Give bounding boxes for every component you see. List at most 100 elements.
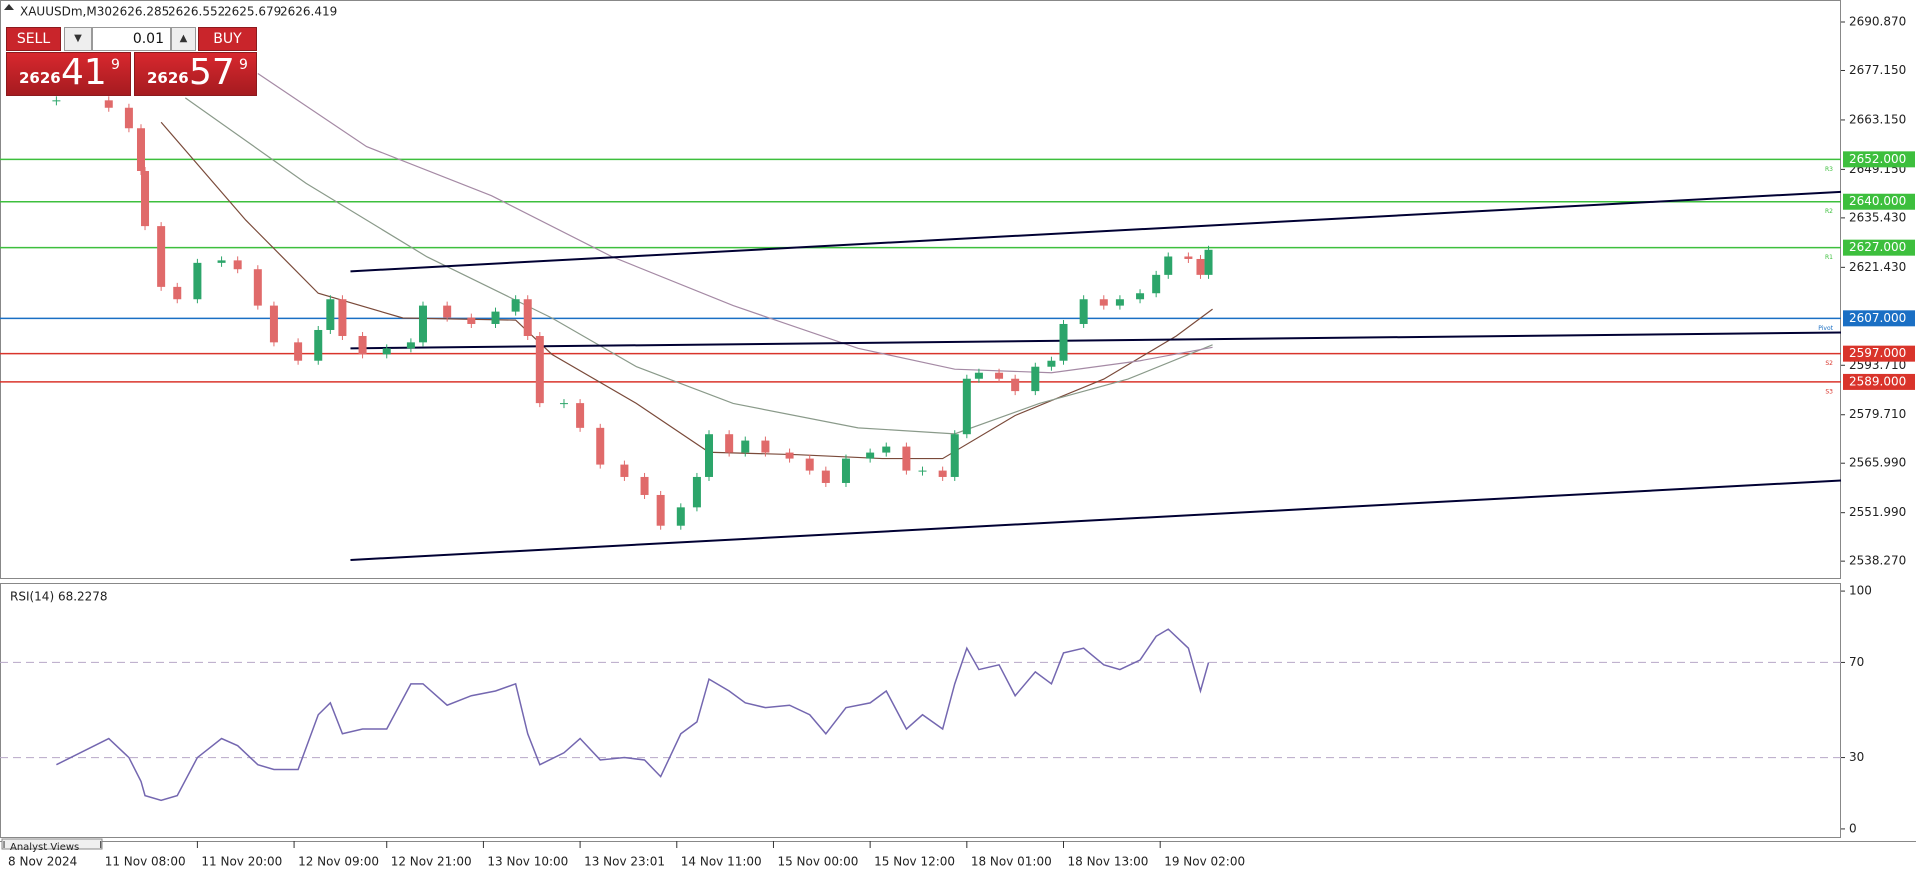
y-tick-label: 2538.270 <box>1849 554 1906 568</box>
candle <box>358 335 367 355</box>
x-tick-label: 15 Nov 12:00 <box>874 855 955 869</box>
x-tick-label: 19 Nov 02:00 <box>1164 855 1245 869</box>
candle <box>841 458 850 483</box>
candle <box>52 100 61 102</box>
candle <box>443 305 452 318</box>
candle <box>141 170 150 227</box>
candle <box>821 470 830 483</box>
candle <box>314 329 323 361</box>
candle <box>761 440 770 453</box>
candle <box>124 107 133 129</box>
quote-low: 2625.679 <box>224 5 281 19</box>
collapse-icon[interactable] <box>4 4 14 10</box>
candle <box>676 507 685 526</box>
candle <box>882 446 891 453</box>
rsi-tick-label: 100 <box>1849 584 1872 598</box>
candle <box>193 262 202 300</box>
y-tick-label: 2621.430 <box>1849 260 1906 274</box>
bid-box[interactable]: 2626 41 9 <box>6 52 131 96</box>
candle <box>511 299 520 312</box>
candle <box>559 403 568 405</box>
candle <box>1196 258 1205 275</box>
candle <box>1204 249 1213 275</box>
sell-button[interactable]: SELL <box>6 27 61 51</box>
level-tag <box>1843 373 1915 390</box>
candle <box>1079 299 1088 324</box>
bottom-tab[interactable] <box>1 838 103 850</box>
level-name: R3 <box>1825 166 1833 173</box>
rsi-tick-label: 30 <box>1849 750 1864 764</box>
volume-down[interactable]: ▼ <box>64 27 92 51</box>
trend-line <box>350 190 1842 273</box>
level-label: 2589.000 <box>1849 374 1906 388</box>
candle <box>866 452 875 459</box>
ask-box[interactable]: 2626 57 9 <box>134 52 257 96</box>
candle <box>741 440 750 453</box>
x-tick-label: 11 Nov 20:00 <box>201 855 282 869</box>
candle <box>1115 299 1124 306</box>
candle <box>620 464 629 477</box>
candle <box>640 476 649 495</box>
candle <box>338 299 347 336</box>
candle <box>467 317 476 324</box>
bid-big: 2626 <box>19 69 61 87</box>
level-label: 2652.000 <box>1849 152 1906 166</box>
x-tick-label: 13 Nov 10:00 <box>487 855 568 869</box>
candle <box>656 494 665 526</box>
candle <box>217 260 226 263</box>
ask-main: 57 <box>189 52 235 93</box>
rsi-tick-label: 0 <box>1849 821 1857 835</box>
volume-up[interactable]: ▲ <box>171 27 196 51</box>
candle <box>1059 323 1068 361</box>
candle <box>962 378 971 435</box>
level-label: 2597.000 <box>1849 346 1906 360</box>
candle <box>1152 274 1161 294</box>
candle <box>938 470 947 477</box>
rsi-title: RSI(14) 68.2278 <box>10 590 108 604</box>
buy-button[interactable]: BUY <box>198 27 257 51</box>
x-tick-label: 14 Nov 11:00 <box>681 855 762 869</box>
candle <box>1031 366 1040 392</box>
level-tag <box>1843 310 1915 327</box>
x-tick-label: 11 Nov 08:00 <box>105 855 186 869</box>
y-tick-label: 2635.430 <box>1849 210 1906 224</box>
level-name: R2 <box>1825 208 1833 215</box>
volume-input[interactable]: 0.01 <box>92 27 171 51</box>
rsi-line <box>56 628 1210 802</box>
candle <box>233 260 242 270</box>
level-label: 2640.000 <box>1849 194 1906 208</box>
candle <box>253 269 262 306</box>
quote-close: 2626.419 <box>280 5 337 19</box>
candle <box>918 470 927 472</box>
bid-main: 41 <box>61 52 107 93</box>
candle <box>523 299 532 336</box>
x-tick-label: 18 Nov 01:00 <box>971 855 1052 869</box>
level-name: S2 <box>1825 360 1833 367</box>
trend-line <box>350 479 1842 561</box>
level-tag <box>1843 239 1915 256</box>
candle <box>950 434 959 477</box>
candle <box>104 100 113 108</box>
candle <box>157 226 166 287</box>
candle <box>406 342 415 349</box>
bid-sup: 9 <box>111 57 120 73</box>
ask-big: 2626 <box>147 69 189 87</box>
y-tick-label: 2677.150 <box>1849 63 1906 77</box>
y-tick-label: 2690.870 <box>1849 15 1906 29</box>
x-tick-label: 8 Nov 2024 <box>8 855 77 869</box>
candle <box>1047 360 1056 367</box>
level-tag <box>1843 193 1915 210</box>
symbol-label: XAUUSDm,M30 <box>20 5 112 19</box>
candle <box>136 128 145 171</box>
candle <box>269 305 278 343</box>
level-tag <box>1843 345 1915 362</box>
quote-high: 2626.552 <box>168 5 225 19</box>
bottom-tab-label[interactable]: Analyst Views <box>10 842 79 853</box>
candle <box>1136 293 1145 300</box>
moving-average <box>184 97 1213 435</box>
candle <box>491 311 500 324</box>
candle <box>1184 256 1193 259</box>
candle <box>785 452 794 459</box>
